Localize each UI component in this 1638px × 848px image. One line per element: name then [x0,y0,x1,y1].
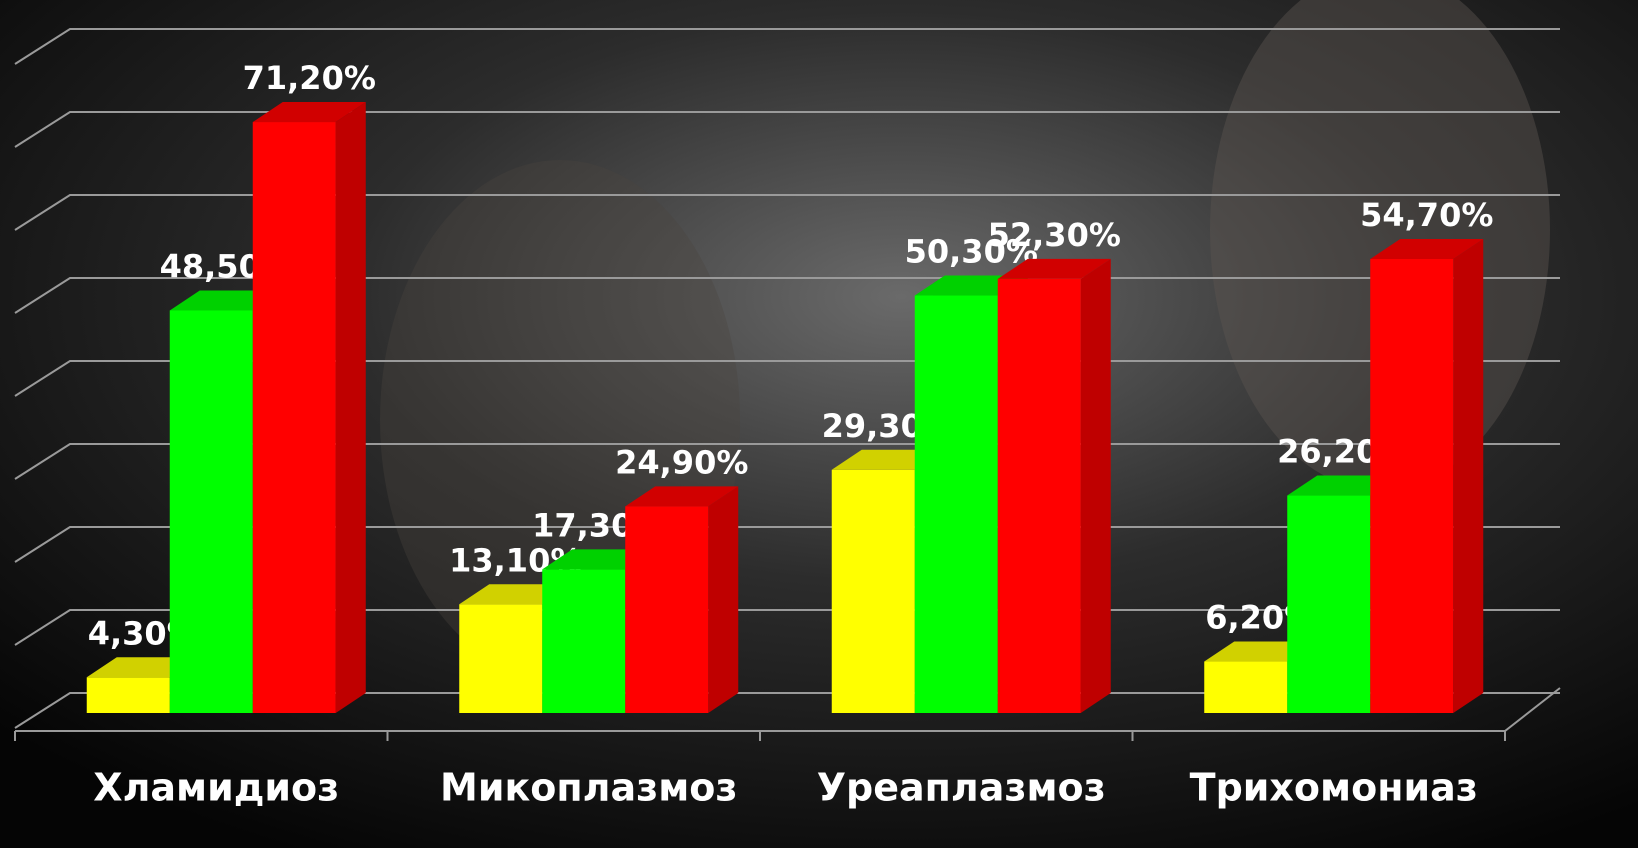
x-tick-label: Трихомониаз [1190,766,1478,810]
bar [625,506,708,713]
x-tick-label: Микоплазмоз [440,766,737,810]
bar [1287,496,1370,713]
bar-side [1453,239,1483,713]
bar [1204,662,1287,713]
value-label: 52,30% [988,216,1121,254]
bar [998,279,1081,713]
bar [87,677,170,713]
value-label: 71,20% [243,59,376,97]
bar [832,470,915,713]
x-tick-label: Уреаплазмоз [817,766,1106,810]
bar [253,122,336,713]
bar-side [708,486,738,713]
value-label: 54,70% [1360,196,1493,234]
bar [459,604,542,713]
bar-side [336,102,366,713]
chart: Хламидиоз4,30%48,50%71,20%Микоплазмоз13,… [0,0,1638,848]
bar [542,569,625,713]
bar [170,310,253,713]
bar-side [1081,259,1111,713]
x-tick-label: Хламидиоз [93,766,339,810]
bar [1370,259,1453,713]
value-label: 24,90% [615,443,748,481]
bar [915,296,998,713]
